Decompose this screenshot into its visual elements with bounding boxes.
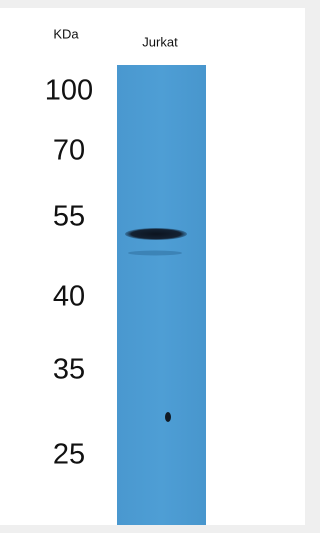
marker-label: 25	[53, 439, 85, 471]
marker-label: 35	[53, 354, 85, 386]
page: {"header": {"unit": "KDa", "lane": "Jurk…	[0, 0, 315, 533]
band	[125, 228, 187, 240]
spot	[165, 412, 171, 422]
marker-label: 70	[53, 135, 85, 167]
marker-label: 40	[53, 281, 85, 313]
marker-label: 100	[45, 75, 93, 107]
lane	[117, 65, 206, 525]
blot-figure: KDa Jurkat 100 70 55 40 35 25	[0, 0, 315, 533]
lane-label: Jurkat	[142, 34, 178, 49]
unit-label: KDa	[53, 26, 79, 41]
faint-band	[128, 251, 182, 256]
marker-label: 55	[53, 201, 85, 233]
